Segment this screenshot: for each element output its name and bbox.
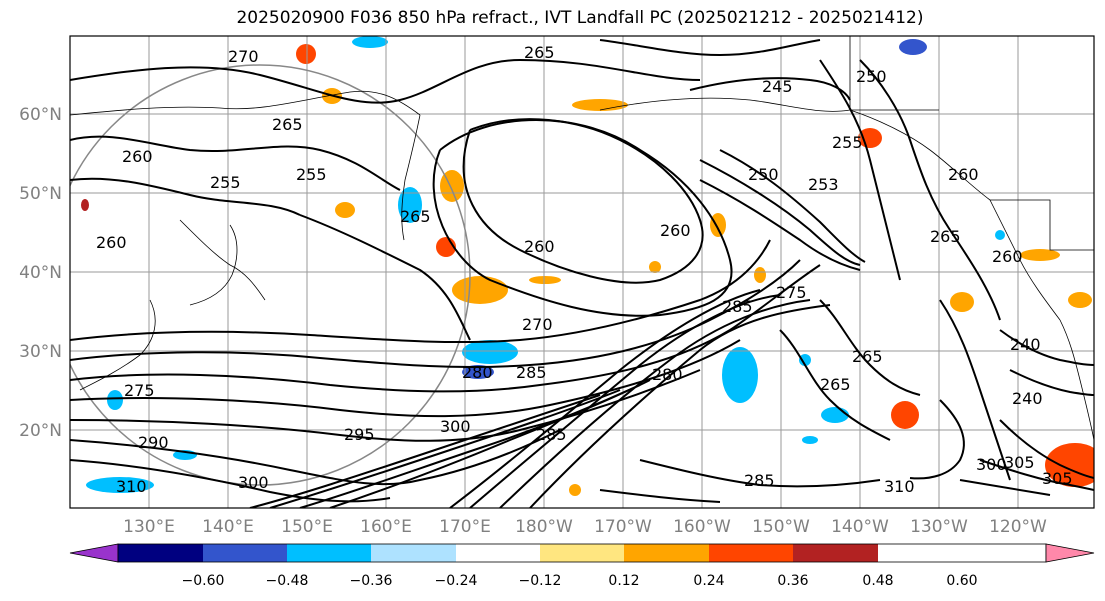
colorbar-segments — [117, 543, 1047, 563]
latitude-labels: 60°N 50°N 40°N 30°N 20°N — [19, 105, 62, 441]
lon-label: 130°E — [123, 517, 175, 537]
contour-label: 295 — [344, 425, 375, 444]
lon-label: 140°E — [202, 517, 254, 537]
contour-label: 310 — [884, 477, 915, 496]
colorbar-segment — [118, 544, 203, 562]
contour-label: 275 — [124, 381, 155, 400]
colorbar-segment — [371, 544, 456, 562]
contour-label: 280 — [462, 363, 493, 382]
contour-label: 240 — [1012, 389, 1043, 408]
colorbar-tick-label: 0.24 — [693, 573, 724, 589]
lon-label: 130°W — [910, 517, 968, 537]
contour-label: 275 — [776, 283, 807, 302]
refractivity-contours — [70, 39, 1094, 508]
lon-label: 170°W — [594, 517, 652, 537]
colorbar-segment — [456, 544, 540, 562]
contour-label: 250 — [856, 67, 887, 86]
colorbar-segment — [624, 544, 709, 562]
contour-label: 265 — [930, 227, 961, 246]
map-title: 2025020900 F036 850 hPa refract., IVT La… — [236, 8, 924, 28]
colorbar-extend-high — [1045, 543, 1095, 563]
contour-label: 285 — [722, 297, 753, 316]
lon-label: 140°W — [831, 517, 889, 537]
colorbar-segment — [203, 544, 287, 562]
colorbar-segment — [709, 544, 793, 562]
lon-label: 160°E — [360, 517, 412, 537]
contour-label: 260 — [122, 147, 153, 166]
contour-label: 285 — [516, 363, 547, 382]
contour-label: 265 — [400, 207, 431, 226]
contour-label: 270 — [522, 315, 553, 334]
contour-label: 255 — [296, 165, 327, 184]
contour-label: 260 — [992, 247, 1023, 266]
lon-label: 170°E — [439, 517, 491, 537]
colorbar-extend-low — [69, 543, 119, 563]
colorbar-tick-labels: −0.60 −0.48 −0.36 −0.24 −0.12 0.12 0.24 … — [182, 573, 978, 589]
contour-label: 260 — [660, 221, 691, 240]
contour-label: 285 — [744, 471, 775, 490]
lat-label: 60°N — [19, 105, 62, 125]
contour-label: 265 — [820, 375, 851, 394]
lon-label: 160°W — [673, 517, 731, 537]
contour-label: 280 — [652, 365, 683, 384]
contour-label: 300 — [238, 473, 269, 492]
contour-label: 265 — [272, 115, 303, 134]
contour-label: 300 — [440, 417, 471, 436]
shaded-anomalies — [81, 36, 1094, 496]
contour-label: 285 — [536, 425, 567, 444]
colorbar-tick-label: 0.12 — [608, 573, 639, 589]
colorbar-tick-label: −0.60 — [182, 573, 225, 589]
contour-label: 305 — [1004, 453, 1035, 472]
contour-label: 250 — [748, 165, 779, 184]
contour-label: 245 — [762, 77, 793, 96]
map-frame — [69, 35, 1095, 509]
lon-label: 120°W — [989, 517, 1047, 537]
lat-label: 50°N — [19, 184, 62, 204]
contour-label: 290 — [138, 433, 169, 452]
range-circle — [70, 64, 471, 486]
contour-label: 255 — [832, 133, 863, 152]
colorbar-tick-label: −0.36 — [350, 573, 393, 589]
colorbar-tick-label: 0.48 — [862, 573, 893, 589]
colorbar-tick-label: −0.24 — [435, 573, 478, 589]
contour-label: 265 — [524, 43, 555, 62]
contour-label: 305 — [1042, 469, 1073, 488]
lon-label: 150°E — [281, 517, 333, 537]
contour-label: 260 — [96, 233, 127, 252]
colorbar-tick-label: 0.60 — [946, 573, 977, 589]
colorbar-tick-label: 0.36 — [777, 573, 808, 589]
contour-label: 253 — [808, 175, 839, 194]
lon-label: 150°W — [752, 517, 810, 537]
colorbar: −0.60 −0.48 −0.36 −0.24 −0.12 0.12 0.24 … — [69, 543, 1095, 589]
colorbar-segment — [287, 544, 371, 562]
longitude-labels: 130°E 140°E 150°E 160°E 170°E 180°W 170°… — [123, 517, 1047, 537]
contour-label-layer: 270 265 265 245 250 260 265 255 255 260 … — [96, 43, 1073, 496]
lon-label: 180°W — [515, 517, 573, 537]
lat-label: 40°N — [19, 263, 62, 283]
colorbar-segment — [540, 544, 624, 562]
contour-label: 270 — [228, 47, 259, 66]
contour-label: 255 — [210, 173, 241, 192]
colorbar-tick-label: −0.12 — [519, 573, 562, 589]
lat-label: 20°N — [19, 421, 62, 441]
contour-label: 265 — [852, 347, 883, 366]
contour-label: 300 — [976, 455, 1007, 474]
coastlines — [70, 36, 1094, 441]
colorbar-segment — [793, 544, 878, 562]
colorbar-tick-label: −0.48 — [266, 573, 309, 589]
contour-label: 260 — [948, 165, 979, 184]
contour-label: 260 — [524, 237, 555, 256]
lat-label: 30°N — [19, 342, 62, 362]
contour-label: 240 — [1010, 335, 1041, 354]
contour-label: 310 — [116, 477, 147, 496]
